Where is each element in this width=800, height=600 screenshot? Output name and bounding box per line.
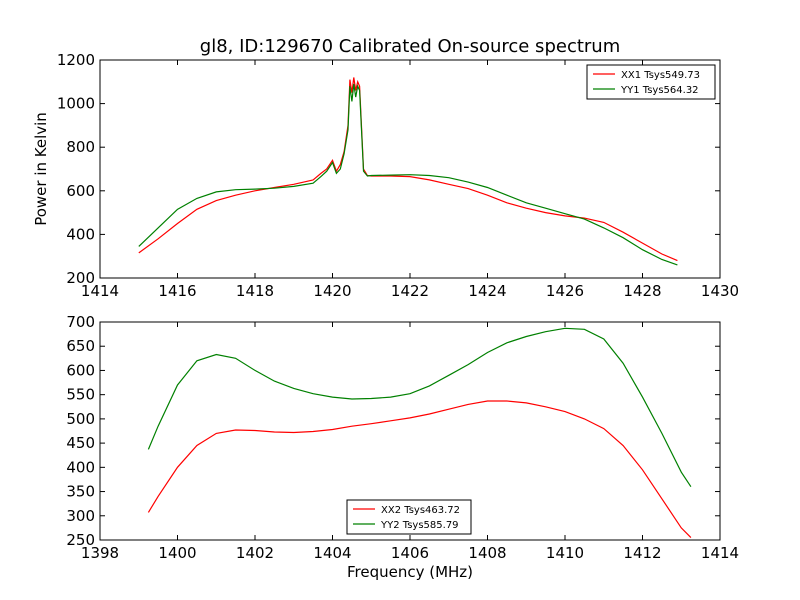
plot-border: [99, 321, 721, 541]
legend-label: YY1 Tsys564.32: [620, 85, 699, 96]
x-tick-label: 1428: [623, 282, 661, 300]
x-tick-label: 1424: [468, 282, 506, 300]
plot-border: [99, 59, 721, 279]
y-tick-label: 1000: [57, 95, 95, 113]
x-tick-label: 1420: [313, 282, 351, 300]
legend-label: XX1 Tsys549.73: [621, 70, 700, 81]
y-tick-label: 800: [66, 138, 95, 156]
chart-title: gl8, ID:129670 Calibrated On-source spec…: [200, 36, 620, 57]
legend-box: [586, 64, 716, 100]
x-tick-label: 1402: [236, 544, 274, 562]
y-tick-label: 600: [66, 182, 95, 200]
bottom-x-axis-label: Frequency (MHz): [347, 563, 473, 581]
legend-label: YY2 Tsys585.79: [380, 520, 459, 531]
y-tick-label: 600: [66, 361, 95, 379]
y-tick-label: 650: [66, 337, 95, 355]
series-line-1-1: [147, 327, 692, 488]
y-tick-label: 200: [66, 269, 95, 287]
y-tick-label: 700: [66, 313, 95, 331]
x-tick-label: 1422: [391, 282, 429, 300]
y-tick-label: 550: [66, 386, 95, 404]
legend-label: XX2 Tsys463.72: [381, 505, 460, 516]
y-tick-label: 450: [66, 434, 95, 452]
x-tick-label: 1410: [546, 544, 584, 562]
y-tick-label: 1200: [57, 51, 95, 69]
series-line-0-1: [138, 83, 678, 266]
x-tick-label: 1414: [701, 544, 739, 562]
y-tick-label: 400: [66, 458, 95, 476]
top-y-axis-label: Power in Kelvin: [32, 112, 50, 226]
legend-box: [346, 499, 472, 535]
y-tick-label: 350: [66, 483, 95, 501]
x-tick-label: 1404: [313, 544, 351, 562]
y-tick-label: 400: [66, 225, 95, 243]
legend: XX2 Tsys463.72 YY2 Tsys585.79: [346, 499, 472, 535]
x-tick-label: 1400: [158, 544, 196, 562]
x-tick-label: 1406: [391, 544, 429, 562]
x-tick-label: 1398: [81, 544, 119, 562]
x-tick-label: 1430: [701, 282, 739, 300]
x-tick-label: 1418: [236, 282, 274, 300]
x-tick-label: 1416: [158, 282, 196, 300]
bottom-plot: Frequency (MHz) 1398 1400 1402 1404 1406 1408…: [66, 313, 739, 581]
x-tick-label: 1412: [623, 544, 661, 562]
top-plot: Power in Kelvin 1414 1416 1418 1420 1422 1424…: [32, 51, 739, 300]
x-tick-label: 1414: [81, 282, 119, 300]
x-tick-label: 1426: [546, 282, 584, 300]
series-line-1-0: [147, 400, 692, 539]
legend: XX1 Tsys549.73 YY1 Tsys564.32: [586, 64, 716, 100]
y-tick-label: 300: [66, 507, 95, 525]
x-tick-label: 1408: [468, 544, 506, 562]
y-tick-label: 250: [66, 531, 95, 549]
y-tick-label: 500: [66, 410, 95, 428]
